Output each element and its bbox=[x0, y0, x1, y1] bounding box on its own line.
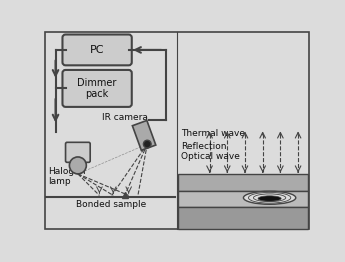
Text: Bonded sample: Bonded sample bbox=[76, 200, 146, 209]
Text: Halogen
lamp: Halogen lamp bbox=[48, 167, 85, 186]
Ellipse shape bbox=[258, 196, 281, 201]
Bar bbox=[178, 174, 308, 191]
Circle shape bbox=[69, 157, 86, 174]
Bar bbox=[178, 191, 308, 207]
Text: Optical wave: Optical wave bbox=[181, 152, 240, 161]
Text: PC: PC bbox=[90, 45, 105, 55]
Ellipse shape bbox=[244, 191, 296, 204]
FancyBboxPatch shape bbox=[62, 70, 132, 107]
FancyBboxPatch shape bbox=[62, 35, 132, 65]
Text: Reflection: Reflection bbox=[181, 142, 227, 151]
Text: Dimmer
pack: Dimmer pack bbox=[77, 78, 117, 99]
FancyBboxPatch shape bbox=[66, 142, 90, 162]
Polygon shape bbox=[132, 121, 156, 150]
Text: Thermal wave: Thermal wave bbox=[181, 129, 245, 138]
Circle shape bbox=[144, 140, 151, 148]
Text: IR camera: IR camera bbox=[102, 113, 148, 122]
Bar bbox=[178, 207, 308, 228]
